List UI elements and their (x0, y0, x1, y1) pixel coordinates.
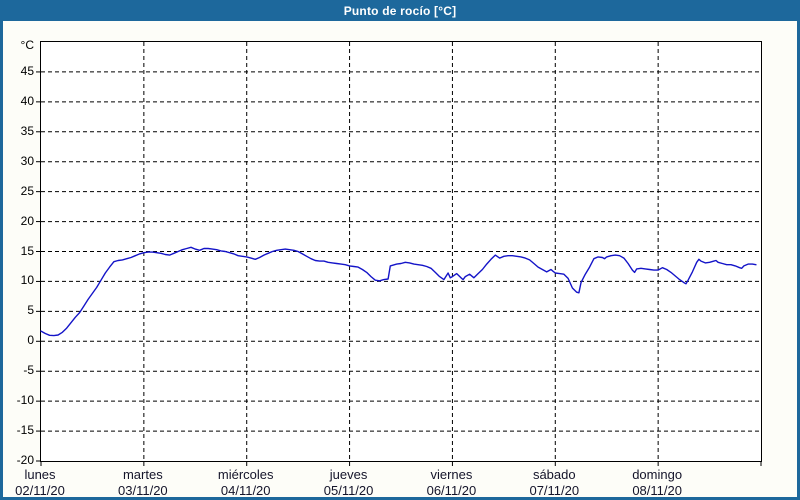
x-axis-day-label-martes: martes (122, 467, 163, 482)
y-axis-label-20: 20 (20, 213, 34, 228)
x-axis-day-label-sábado: sábado (532, 467, 576, 482)
y-axis-label--20: -20 (16, 453, 34, 467)
x-axis-date-label-07/11/20: 07/11/20 (529, 483, 580, 498)
x-axis-day-label-jueves: jueves (329, 467, 368, 482)
title-bar: Punto de rocío [°C] (0, 0, 800, 21)
dewpoint-line (40, 246, 757, 337)
y-axis-label-35: 35 (20, 123, 34, 138)
x-axis-date-label-03/11/20: 03/11/20 (118, 483, 168, 498)
y-axis-label-30: 30 (20, 153, 34, 168)
y-axis-label-15: 15 (20, 243, 34, 258)
y-axis-label-5: 5 (27, 303, 34, 318)
y-axis-label-25: 25 (20, 183, 34, 198)
x-axis-date-label-04/11/20: 04/11/20 (220, 483, 271, 498)
y-axis-label-10: 10 (20, 273, 34, 288)
y-axis-unit-label: °C (20, 38, 34, 52)
x-axis-day-label-domingo: domingo (632, 467, 683, 482)
x-axis-date-label-02/11/20: 02/11/20 (15, 483, 65, 498)
chart-title: Punto de rocío [°C] (343, 3, 457, 18)
plot-area (36, 41, 762, 466)
y-axis-label-0: 0 (27, 333, 34, 348)
x-axis-date-label-05/11/20: 05/11/20 (323, 483, 374, 498)
x-axis-day-label-lunes: lunes (24, 467, 56, 482)
x-axis-day-label-miércoles: miércoles (217, 467, 274, 482)
y-axis-label--5: -5 (23, 363, 34, 378)
y-axis-label-45: 45 (20, 63, 34, 78)
x-axis-date-label-08/11/20: 08/11/20 (632, 483, 682, 498)
plot-svg (36, 42, 762, 466)
y-axis-label--10: -10 (16, 393, 34, 408)
y-axis-label--15: -15 (16, 423, 34, 438)
x-axis-date-label-06/11/20: 06/11/20 (426, 483, 477, 498)
x-axis-day-label-viernes: viernes (430, 467, 473, 482)
y-axis-label-40: 40 (20, 93, 34, 108)
